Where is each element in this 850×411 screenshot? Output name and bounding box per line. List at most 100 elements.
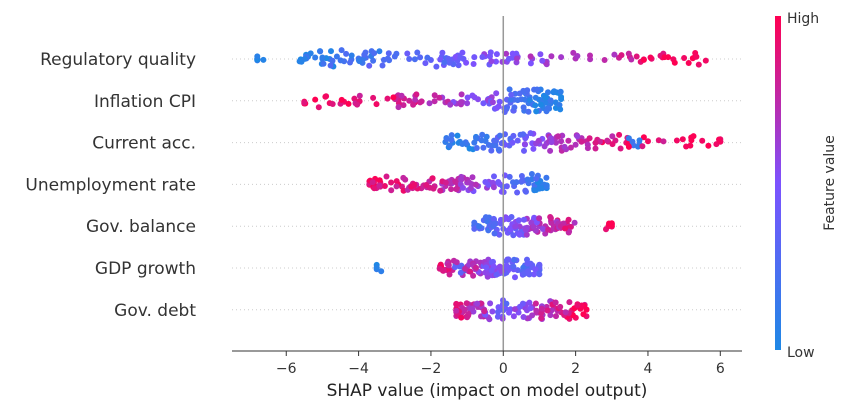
- shap-point: [506, 86, 513, 93]
- shap-point: [514, 189, 521, 196]
- shap-point: [496, 132, 503, 139]
- shap-point: [572, 141, 579, 148]
- shap-point: [463, 300, 470, 307]
- shap-point: [493, 271, 500, 278]
- shap-point: [557, 88, 564, 95]
- shap-point: [422, 60, 429, 67]
- shap-point: [436, 94, 443, 101]
- shap-point: [716, 136, 722, 143]
- shap-point: [464, 100, 471, 107]
- shap-point: [527, 53, 534, 60]
- shap-point: [317, 48, 324, 55]
- x-tick-label: 2: [571, 361, 580, 377]
- shap-point: [451, 178, 458, 185]
- shap-point: [507, 226, 514, 233]
- shap-point: [460, 184, 466, 191]
- shap-point: [473, 264, 479, 271]
- shap-point: [496, 231, 503, 238]
- shap-point: [469, 174, 476, 181]
- shap-point: [347, 59, 353, 66]
- shap-point: [510, 313, 517, 320]
- shap-point: [530, 223, 537, 230]
- shap-point: [329, 57, 336, 64]
- shap-point: [491, 137, 498, 144]
- shap-point: [548, 219, 555, 226]
- shap-point: [521, 216, 527, 223]
- shap-point: [524, 260, 531, 267]
- shap-point: [583, 306, 590, 313]
- shap-point: [376, 177, 383, 184]
- shap-point: [566, 299, 573, 306]
- shap-point: [512, 274, 518, 281]
- shap-point: [453, 259, 460, 266]
- shap-point: [508, 91, 515, 98]
- shap-point: [445, 262, 452, 269]
- shap-point: [512, 223, 519, 230]
- shap-point: [483, 264, 490, 271]
- shap-point: [472, 181, 479, 188]
- shap-point: [495, 304, 502, 311]
- shap-point: [503, 262, 510, 269]
- shap-point: [378, 268, 385, 275]
- shap-point: [699, 137, 706, 144]
- shap-point: [493, 51, 500, 58]
- shap-point: [481, 308, 488, 315]
- shap-point: [547, 147, 554, 154]
- shap-point: [398, 92, 405, 99]
- shap-point: [558, 54, 565, 61]
- shap-point: [537, 101, 544, 108]
- shap-point: [548, 53, 555, 60]
- shap-point: [343, 50, 350, 57]
- shap-point: [479, 131, 486, 138]
- shap-point: [388, 179, 395, 186]
- shap-point: [446, 142, 453, 149]
- shap-point: [470, 272, 477, 279]
- shap-point: [527, 305, 534, 312]
- shap-point: [553, 313, 559, 320]
- shap-point: [538, 305, 545, 312]
- shap-point: [488, 58, 495, 65]
- shap-point: [702, 57, 709, 64]
- shap-point: [430, 185, 437, 192]
- shap-point: [414, 49, 421, 56]
- shap-point: [525, 268, 532, 275]
- shap-point: [393, 50, 400, 57]
- shap-point: [503, 300, 510, 307]
- shap-point: [457, 54, 464, 61]
- shap-point: [505, 55, 512, 62]
- shap-point: [601, 57, 608, 63]
- shap-point: [705, 142, 712, 149]
- shap-point: [454, 132, 461, 139]
- shap-point: [570, 49, 577, 56]
- shap-point: [448, 132, 455, 139]
- shap-point: [625, 50, 632, 57]
- shap-point: [537, 51, 544, 58]
- shap-point: [693, 53, 700, 60]
- shap-point: [522, 187, 529, 194]
- shap-point: [412, 97, 419, 103]
- shap-point: [639, 143, 646, 150]
- shap-point: [320, 60, 327, 67]
- shap-point: [345, 100, 352, 107]
- shap-point: [370, 57, 377, 64]
- shap-point: [533, 307, 540, 314]
- shap-point: [565, 216, 572, 223]
- shap-point: [529, 312, 536, 319]
- shap-point: [457, 269, 464, 276]
- shap-point: [436, 265, 443, 272]
- shap-point: [609, 141, 616, 148]
- shap-point: [464, 314, 471, 321]
- shap-point: [411, 56, 418, 63]
- shap-point: [437, 187, 444, 194]
- shap-point: [444, 136, 451, 143]
- shap-point: [526, 299, 533, 306]
- shap-point: [491, 230, 498, 237]
- shap-point: [562, 309, 569, 316]
- shap-point: [376, 48, 383, 55]
- shap-point: [617, 145, 624, 152]
- shap-point: [518, 173, 525, 179]
- shap-point: [687, 142, 694, 149]
- shap-point: [457, 99, 464, 106]
- shap-point: [315, 104, 322, 111]
- shap-point: [503, 50, 510, 57]
